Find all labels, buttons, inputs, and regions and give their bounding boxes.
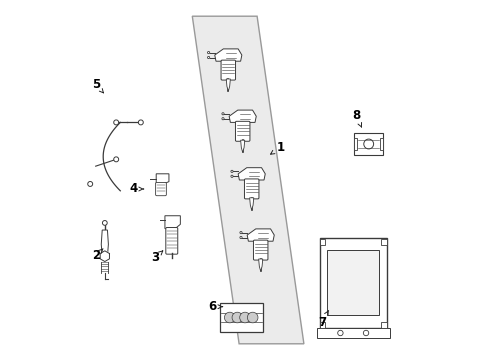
Circle shape: [138, 120, 143, 125]
Polygon shape: [249, 198, 253, 210]
Bar: [319, 321, 325, 328]
Circle shape: [247, 312, 258, 323]
Circle shape: [102, 221, 107, 225]
Text: 8: 8: [351, 109, 361, 127]
Circle shape: [232, 312, 242, 323]
Circle shape: [239, 312, 250, 323]
Polygon shape: [226, 79, 230, 91]
Text: 1: 1: [270, 141, 284, 154]
Bar: [379, 138, 383, 150]
FancyBboxPatch shape: [244, 179, 259, 199]
FancyBboxPatch shape: [253, 240, 267, 260]
Circle shape: [363, 330, 368, 336]
Bar: [319, 238, 386, 328]
Polygon shape: [156, 174, 168, 184]
Polygon shape: [100, 251, 109, 261]
Bar: [381, 239, 386, 245]
Circle shape: [87, 181, 93, 186]
Circle shape: [337, 330, 343, 336]
Polygon shape: [246, 229, 274, 241]
Bar: [326, 250, 378, 315]
Text: 5: 5: [92, 78, 103, 93]
Text: 2: 2: [92, 249, 103, 262]
Circle shape: [240, 237, 242, 239]
FancyBboxPatch shape: [235, 121, 249, 141]
FancyBboxPatch shape: [155, 183, 166, 196]
Polygon shape: [229, 110, 256, 122]
Circle shape: [222, 113, 224, 115]
Bar: [316, 328, 389, 338]
Bar: [319, 239, 325, 245]
Circle shape: [114, 157, 119, 162]
FancyBboxPatch shape: [165, 228, 178, 254]
FancyBboxPatch shape: [220, 303, 263, 332]
Bar: [381, 321, 386, 328]
Polygon shape: [238, 168, 264, 180]
Polygon shape: [101, 230, 108, 256]
Polygon shape: [240, 140, 244, 153]
Circle shape: [114, 120, 119, 125]
Circle shape: [222, 118, 224, 120]
Circle shape: [230, 170, 233, 172]
FancyBboxPatch shape: [221, 60, 235, 80]
Circle shape: [363, 139, 373, 149]
Polygon shape: [164, 216, 180, 229]
Circle shape: [230, 175, 233, 177]
Bar: [353, 138, 357, 150]
Text: 4: 4: [130, 183, 143, 195]
Circle shape: [240, 231, 242, 234]
Circle shape: [207, 57, 209, 59]
Circle shape: [224, 312, 235, 323]
Text: 6: 6: [208, 300, 222, 313]
Polygon shape: [258, 259, 262, 271]
Polygon shape: [214, 49, 242, 61]
Polygon shape: [192, 16, 303, 344]
Circle shape: [207, 51, 209, 54]
Bar: [353, 133, 383, 155]
Text: 7: 7: [317, 310, 328, 329]
Text: 3: 3: [151, 251, 163, 264]
